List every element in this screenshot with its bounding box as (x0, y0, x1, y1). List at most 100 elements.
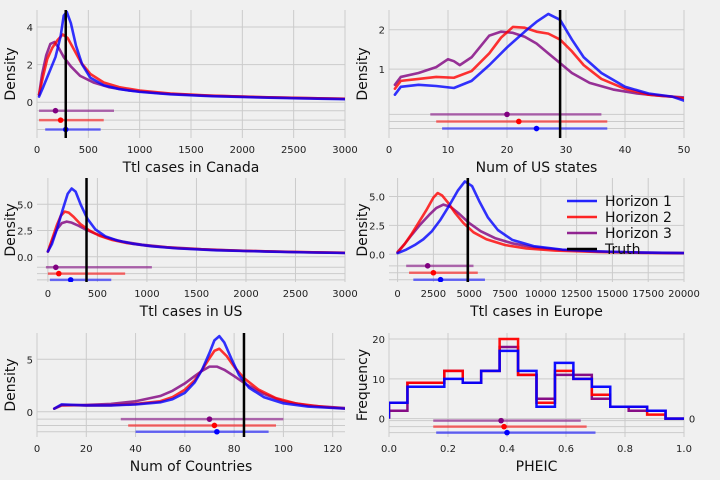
x-tick-label: 0.0 (381, 444, 397, 455)
x-tick-label: 15000 (596, 289, 628, 300)
point-estimate-horizon-3 (206, 416, 213, 422)
x-tick-label: 1000 (134, 289, 159, 300)
point-estimate-horizon-2 (430, 269, 437, 276)
x-tick-label: 2500 (281, 145, 306, 156)
x-tick-label: 2000 (230, 145, 255, 156)
point-estimate-horizon-2 (516, 118, 522, 125)
y-axis-label: Density (3, 203, 19, 256)
x-tick-label: 1.0 (676, 444, 692, 455)
y-tick-label: 1 (379, 65, 385, 76)
x-tick-label: 40 (619, 145, 632, 156)
y-tick-label: 5.0 (17, 200, 33, 211)
point-estimate-horizon-3 (498, 417, 504, 424)
x-axis-label: Num of US states (476, 160, 598, 176)
point-estimate-horizon-3 (504, 111, 510, 118)
x-tick-label: 0.8 (617, 444, 633, 455)
legend-label: Truth (604, 242, 641, 258)
x-tick-label: 30 (560, 145, 573, 156)
legend-label: Horizon 3 (605, 226, 672, 242)
x-tick-label: 20 (80, 444, 93, 455)
y-tick-label: 0.0 (17, 253, 33, 264)
density-line-horizon-1 (46, 187, 345, 255)
panel-3: 0 500 1000 1500 2000 2500 3000 0.0 2.5 5.0 Ttl cas… (3, 178, 358, 320)
panel-1: 0 500 1000 1500 2000 2500 3000 0 2 4 Ttl cases in … (3, 10, 358, 176)
x-tick-label: 0.6 (558, 444, 574, 455)
x-tick-label: 0 (34, 444, 40, 455)
x-tick-label: 10000 (525, 289, 557, 300)
x-tick-label: 500 (88, 289, 107, 300)
x-tick-label: 12500 (561, 289, 593, 300)
x-tick-label: 60 (178, 444, 191, 455)
legend-label: Horizon 1 (605, 194, 672, 210)
x-tick-label: 2500 (421, 289, 446, 300)
x-tick-label: 120 (323, 444, 342, 455)
point-estimate-horizon-1 (214, 428, 220, 435)
plot-area (45, 178, 345, 282)
x-tick-label: 80 (228, 444, 241, 455)
panel-2: 0 10 20 30 40 50 1 2 Num of US states Density (355, 10, 690, 176)
x-tick-label: 0 (45, 289, 51, 300)
point-estimate-horizon-1 (533, 125, 540, 132)
x-tick-label: 20000 (668, 289, 700, 300)
density-line-horizon-1 (396, 180, 684, 255)
plot-area (37, 10, 345, 138)
legend-label: Horizon 2 (605, 210, 672, 226)
y-tick-label: 2 (379, 26, 385, 37)
density-line-horizon-1 (393, 12, 684, 102)
y-tick-label: 0.0 (369, 250, 385, 261)
x-tick-label: 1500 (184, 289, 209, 300)
point-estimate-horizon-3 (52, 107, 59, 114)
point-estimate-horizon-2 (501, 423, 507, 430)
density-line-horizon-1 (52, 334, 345, 410)
x-axis-label: Ttl cases in US (139, 304, 243, 320)
plot-area (52, 333, 345, 437)
point-estimate-horizon-3 (424, 263, 431, 269)
x-tick-label: 7500 (492, 289, 517, 300)
y-tick-label: 0 (27, 408, 33, 419)
x-tick-label: 20 (501, 145, 514, 156)
panel-6: 0.0 0.2 0.4 0.6 0.8 1.0 0 10 20 PHEIC Frequency 0 (355, 333, 695, 475)
point-estimate-horizon-1 (67, 277, 74, 282)
x-tick-label: 0 (386, 145, 392, 156)
panel-4: 0 2500 5000 7500 10000 12500 15000 17500 20000 0.… (355, 178, 700, 320)
y-axis-label: Frequency (355, 349, 371, 421)
density-line-horizon-2 (393, 25, 684, 100)
x-tick-label: 0 (34, 145, 40, 156)
y-tick-label: 2.5 (17, 227, 33, 238)
y-tick-label: 10 (372, 375, 385, 386)
point-estimate-horizon-2 (211, 422, 218, 429)
point-estimate-horizon-2 (55, 270, 62, 277)
x-tick-label: 3000 (332, 145, 357, 156)
x-axis-label: Ttl cases in Europe (469, 304, 603, 320)
y-tick-label: 2 (27, 61, 33, 72)
y-axis-label: Density (355, 203, 371, 256)
plot-area (389, 337, 684, 436)
y-tick-label: 5 (27, 355, 33, 366)
x-tick-label: 2500 (283, 289, 308, 300)
x-tick-label: 5000 (456, 289, 481, 300)
y-tick-label: 0 (27, 98, 33, 109)
x-tick-label: 0.2 (440, 444, 456, 455)
y-axis-label: Density (3, 358, 19, 411)
x-tick-label: 10 (442, 145, 455, 156)
right-tick-label: 0 (689, 415, 695, 426)
point-estimate-horizon-1 (437, 276, 444, 282)
y-axis-label: Density (3, 47, 19, 100)
y-axis-label: Density (355, 47, 371, 100)
point-estimate-horizon-1 (504, 429, 510, 436)
y-tick-label: 5.0 (369, 192, 385, 203)
y-tick-label: 0 (379, 415, 385, 426)
y-tick-label: 20 (372, 335, 385, 346)
x-tick-label: 40 (129, 444, 142, 455)
x-axis-label: Ttl cases in Canada (122, 160, 260, 176)
x-tick-label: 0 (394, 289, 400, 300)
point-estimate-horizon-3 (53, 264, 59, 271)
point-estimate-horizon-2 (57, 117, 64, 123)
x-tick-label: 0.4 (499, 444, 515, 455)
density-line-horizon-2 (396, 191, 684, 255)
plot-area (393, 10, 684, 138)
x-tick-label: 1000 (127, 145, 152, 156)
x-axis-label: PHEIC (516, 459, 558, 475)
